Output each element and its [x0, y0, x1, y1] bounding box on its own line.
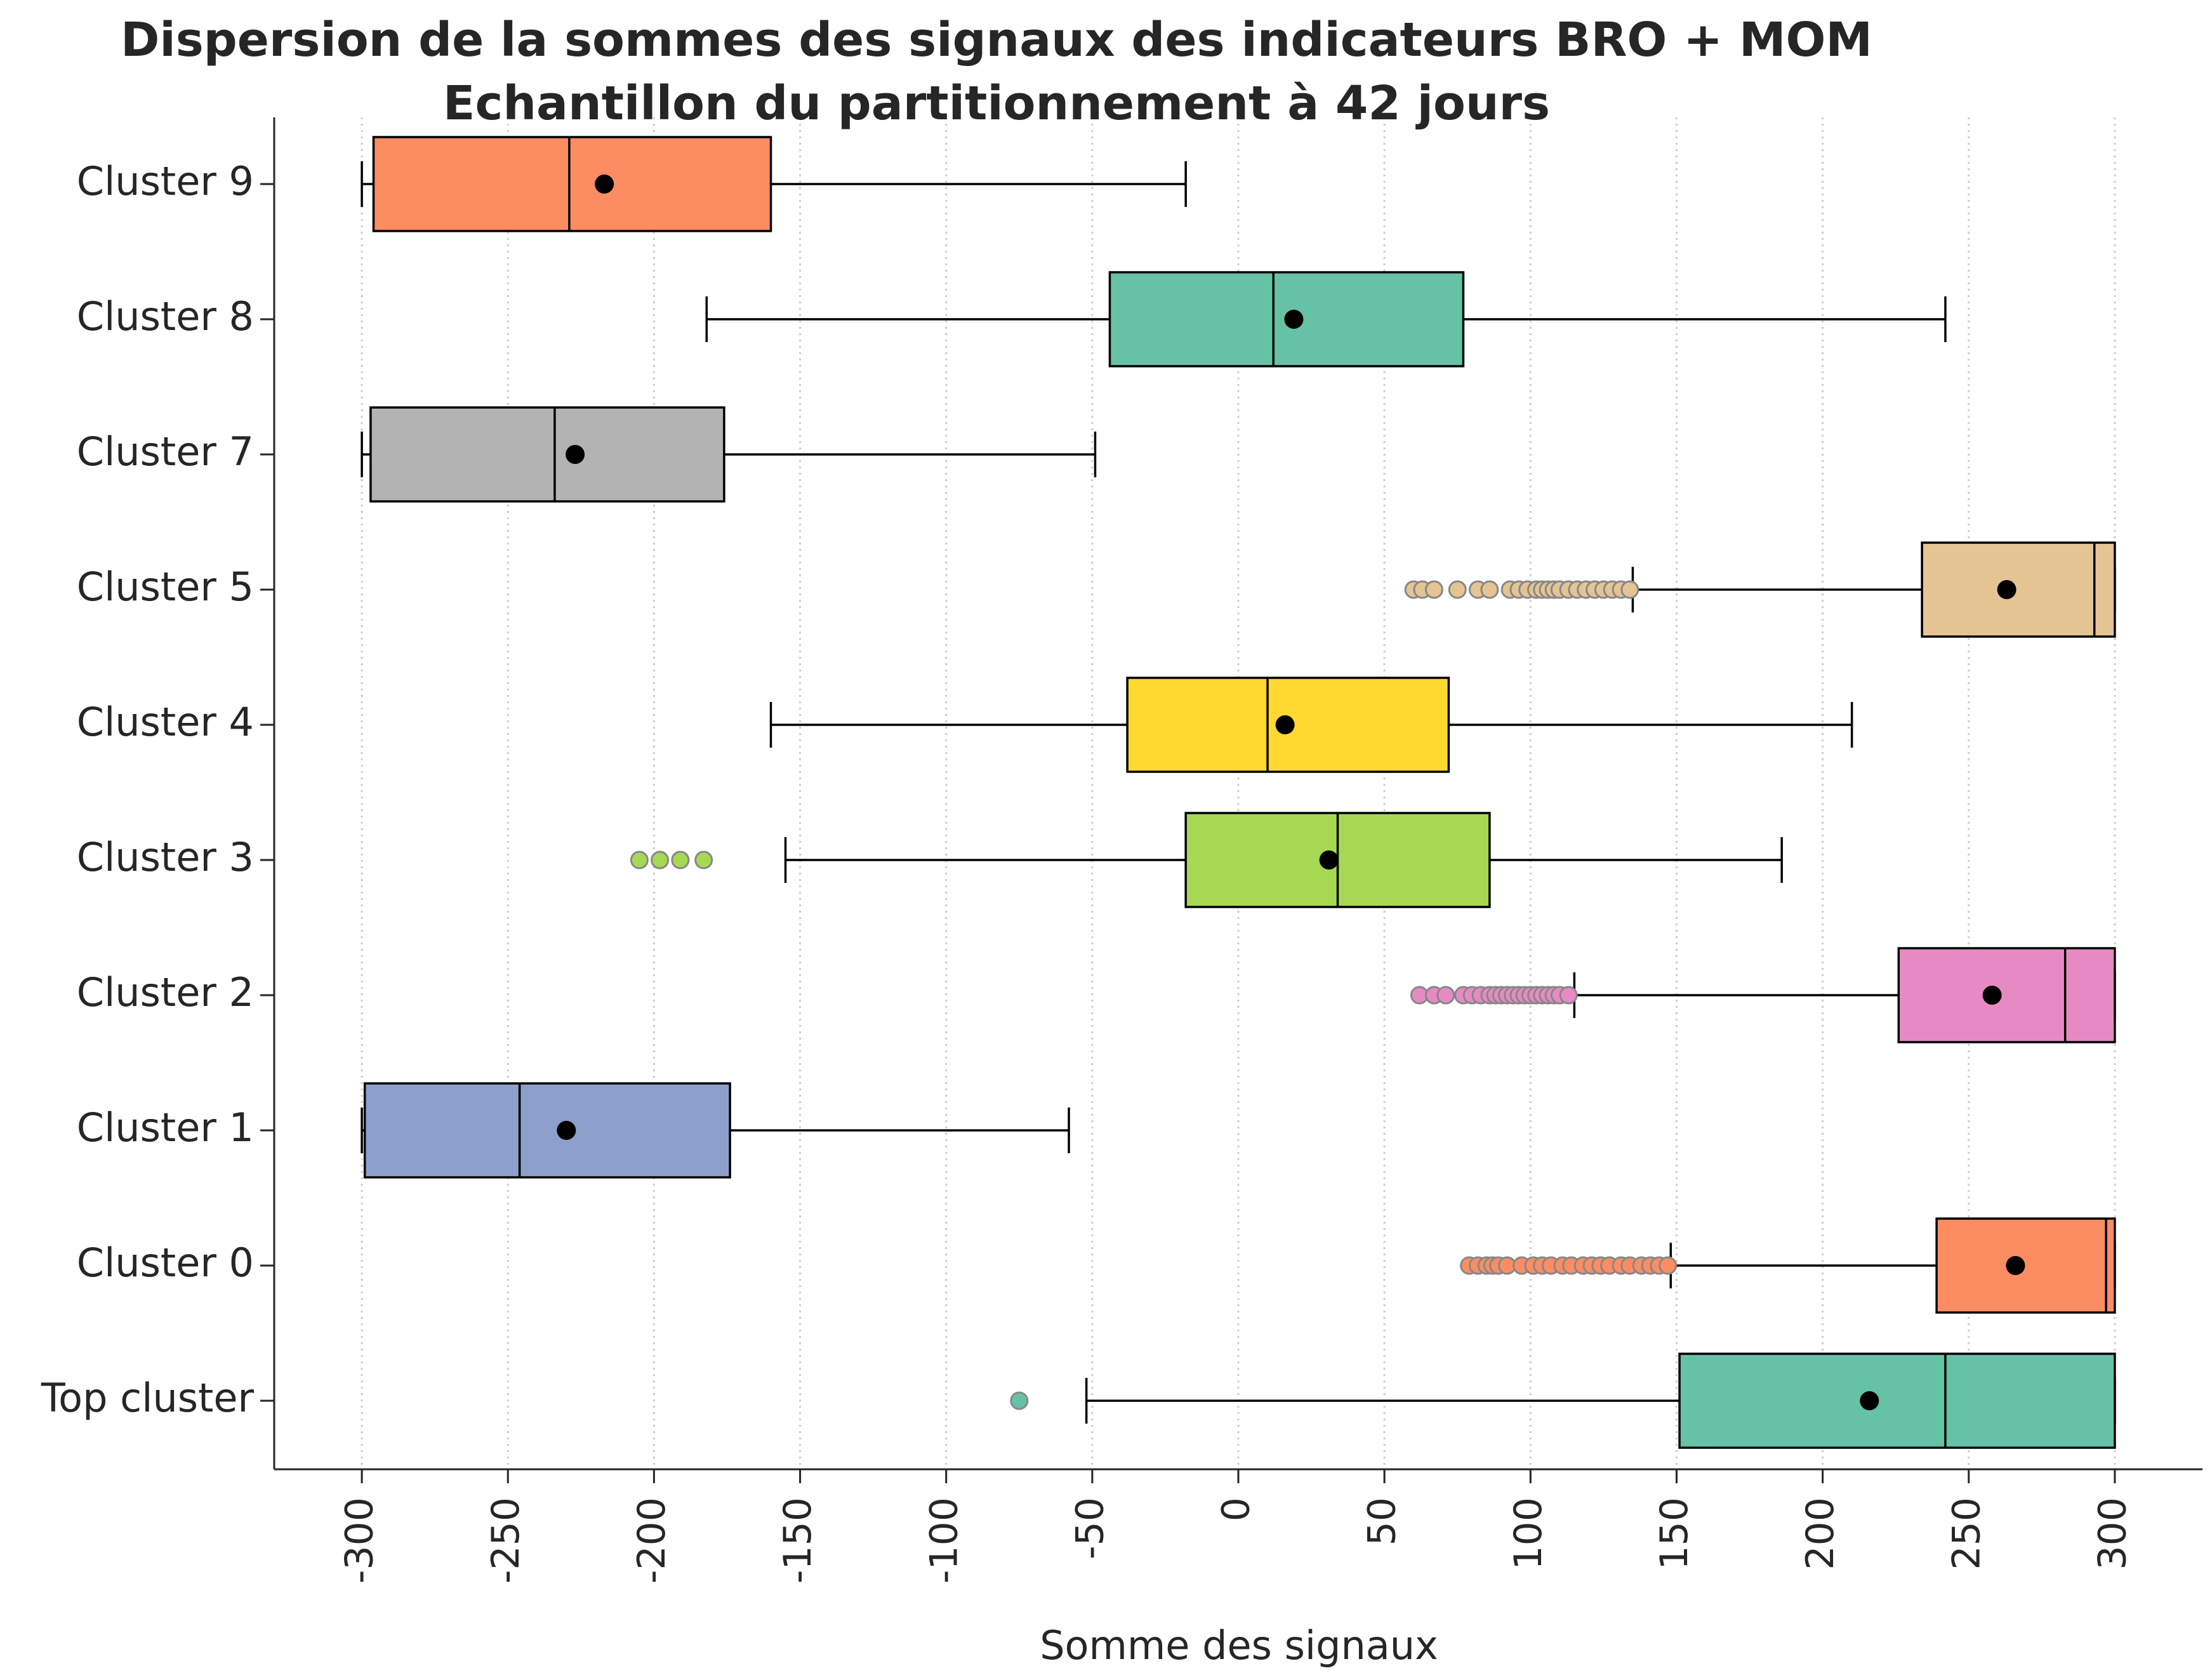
box-group-7: [361, 1082, 1070, 1179]
box-group-9: [1010, 1353, 2116, 1449]
x-tick-label-7: 50: [1360, 1497, 1405, 1545]
mean-marker-0: [595, 175, 614, 194]
box-group-6: [1410, 947, 2116, 1043]
x-tick-label-11: 250: [1944, 1497, 1989, 1570]
x-tick-label-6: 0: [1214, 1497, 1259, 1521]
x-tick-label-3: -150: [776, 1497, 820, 1584]
y-tick-label-3: Cluster 5: [77, 564, 254, 610]
y-tick-label-9: Top cluster: [41, 1375, 255, 1421]
mean-marker-3: [1997, 580, 2017, 599]
box-group-4: [769, 677, 1853, 773]
boxes: [361, 136, 2116, 1449]
box-iqr-9: [1678, 1353, 2116, 1449]
chart-title-line-2: Echantillon du partitionnement à 42 jour…: [443, 76, 1550, 131]
outlier-9-0: [1010, 1391, 1029, 1410]
x-tick-label-9: 150: [1652, 1497, 1697, 1570]
box-group-1: [705, 271, 1947, 367]
box-iqr-8: [1935, 1217, 2116, 1314]
box-group-8: [1460, 1217, 2116, 1314]
y-tick-label-4: Cluster 4: [77, 699, 254, 745]
outlier-3-5: [1480, 580, 1499, 599]
box-iqr-2: [369, 406, 725, 503]
y-tick-label-6: Cluster 2: [77, 969, 254, 1015]
y-tick-label-1: Cluster 8: [77, 293, 254, 340]
x-tick-label-5: -50: [1068, 1497, 1112, 1559]
mean-marker-7: [557, 1121, 576, 1140]
x-tick-label-10: 200: [1798, 1497, 1843, 1570]
outlier-5-3: [694, 850, 713, 870]
x-axis-label: Somme des signaux: [1040, 1622, 1438, 1669]
x-tick-label-0: -300: [338, 1497, 382, 1584]
outlier-6-19: [1559, 986, 1578, 1005]
box-group-5: [630, 812, 1783, 908]
x-tick-label-12: 300: [2091, 1497, 2135, 1570]
mean-marker-1: [1284, 310, 1304, 329]
y-tick-label-7: Cluster 1: [77, 1104, 254, 1151]
outlier-3-2: [1424, 580, 1443, 599]
outlier-8-21: [1659, 1256, 1678, 1275]
outlier-5-2: [671, 850, 690, 870]
mean-marker-9: [1860, 1391, 1879, 1410]
outlier-5-1: [651, 850, 670, 870]
x-tick-label-2: -200: [630, 1497, 674, 1584]
mean-marker-5: [1319, 850, 1339, 870]
box-iqr-1: [1108, 271, 1465, 367]
box-group-3: [1404, 541, 2116, 638]
mean-marker-6: [1982, 986, 2002, 1005]
outlier-5-0: [630, 850, 649, 870]
mean-marker-8: [2006, 1256, 2025, 1275]
chart-title-line-1: Dispersion de la sommes des signaux des …: [121, 13, 1872, 67]
outlier-3-3: [1448, 580, 1467, 599]
x-tick-label-8: 100: [1506, 1497, 1551, 1570]
outlier-3-21: [1620, 580, 1639, 599]
x-tick-label-4: -100: [922, 1497, 966, 1584]
y-tick-label-0: Cluster 9: [77, 158, 254, 204]
x-tick-label-1: -250: [484, 1497, 528, 1584]
y-tick-label-2: Cluster 7: [77, 428, 254, 475]
axes: -300 -250 -200 -150 -100 -50 0 50 100 150 200 250 30…: [41, 117, 2202, 1584]
outlier-6-2: [1436, 986, 1455, 1005]
y-tick-label-8: Cluster 0: [77, 1240, 254, 1286]
mean-marker-2: [566, 445, 585, 464]
box-iqr-6: [1897, 947, 2116, 1043]
box-group-2: [361, 406, 1097, 503]
box-group-0: [361, 136, 1187, 232]
y-tick-label-5: Cluster 3: [77, 834, 254, 880]
mean-marker-4: [1275, 715, 1295, 734]
box-iqr-7: [363, 1082, 731, 1179]
box-iqr-3: [1921, 541, 2116, 638]
box-iqr-0: [372, 136, 772, 232]
